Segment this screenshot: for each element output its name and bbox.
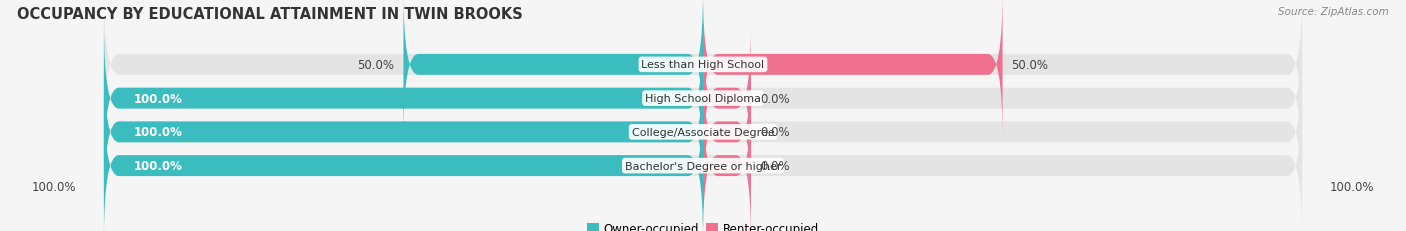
FancyBboxPatch shape	[104, 59, 703, 206]
Text: 100.0%: 100.0%	[134, 92, 183, 105]
FancyBboxPatch shape	[703, 25, 751, 172]
FancyBboxPatch shape	[104, 0, 1302, 139]
Text: High School Diploma: High School Diploma	[645, 94, 761, 104]
FancyBboxPatch shape	[703, 92, 751, 231]
Text: 50.0%: 50.0%	[1011, 59, 1049, 72]
Text: Source: ZipAtlas.com: Source: ZipAtlas.com	[1278, 7, 1389, 17]
Text: 100.0%: 100.0%	[32, 180, 76, 193]
Text: 0.0%: 0.0%	[759, 92, 790, 105]
FancyBboxPatch shape	[703, 59, 751, 206]
Text: 50.0%: 50.0%	[357, 59, 395, 72]
Text: College/Associate Degree: College/Associate Degree	[631, 127, 775, 137]
Text: OCCUPANCY BY EDUCATIONAL ATTAINMENT IN TWIN BROOKS: OCCUPANCY BY EDUCATIONAL ATTAINMENT IN T…	[17, 7, 523, 22]
FancyBboxPatch shape	[104, 59, 1302, 206]
FancyBboxPatch shape	[703, 0, 1002, 139]
Text: Bachelor's Degree or higher: Bachelor's Degree or higher	[624, 161, 782, 171]
Text: 0.0%: 0.0%	[759, 159, 790, 172]
FancyBboxPatch shape	[104, 25, 1302, 172]
Legend: Owner-occupied, Renter-occupied: Owner-occupied, Renter-occupied	[582, 217, 824, 231]
FancyBboxPatch shape	[104, 92, 703, 231]
Text: 100.0%: 100.0%	[134, 159, 183, 172]
FancyBboxPatch shape	[104, 92, 1302, 231]
Text: 0.0%: 0.0%	[759, 126, 790, 139]
Text: Less than High School: Less than High School	[641, 60, 765, 70]
FancyBboxPatch shape	[404, 0, 703, 139]
Text: 100.0%: 100.0%	[134, 126, 183, 139]
Text: 100.0%: 100.0%	[1330, 180, 1374, 193]
FancyBboxPatch shape	[104, 25, 703, 172]
